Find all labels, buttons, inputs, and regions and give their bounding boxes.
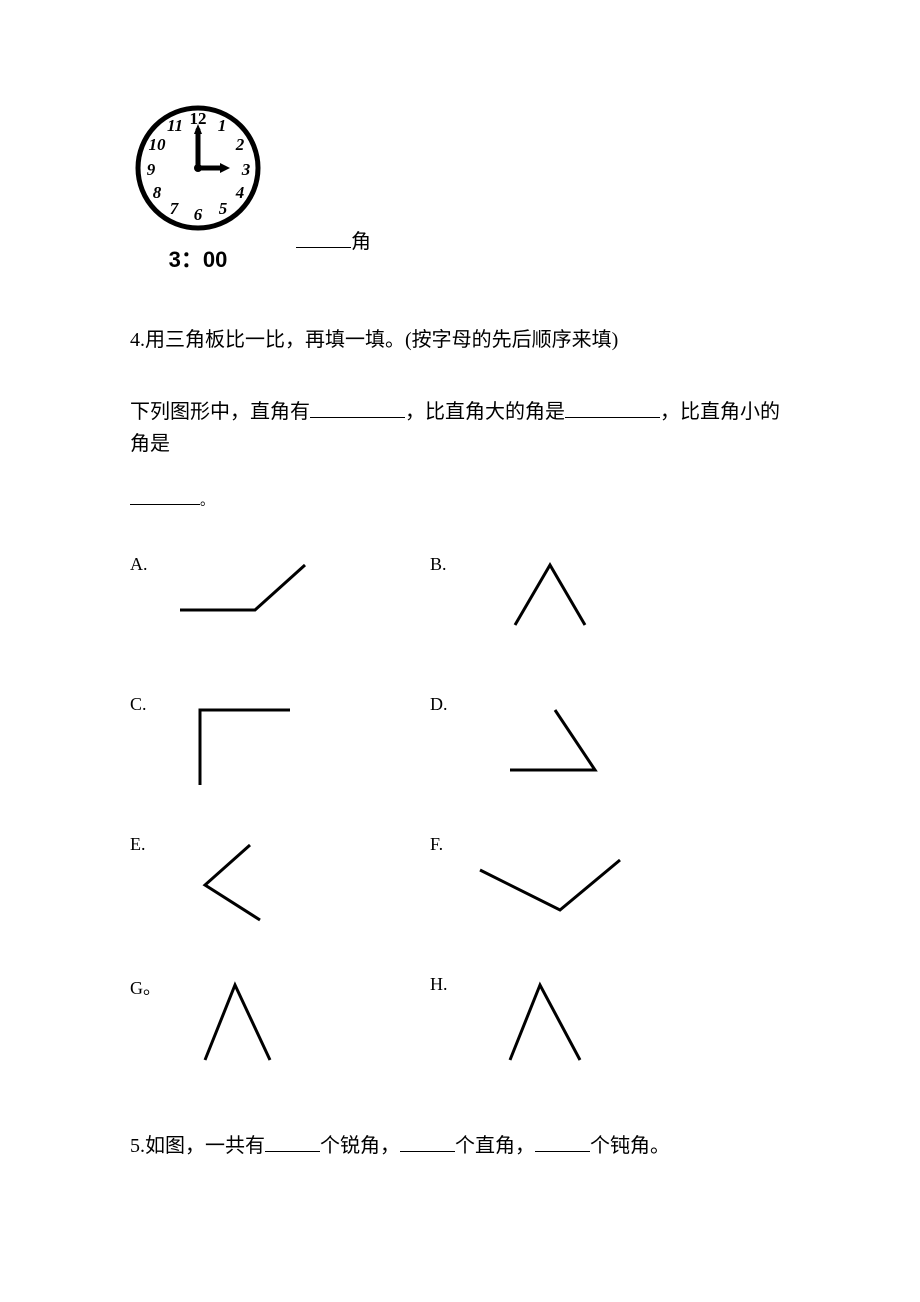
q4-blank-acute[interactable] <box>130 491 200 505</box>
angle-label-a: A. <box>130 550 160 575</box>
angle-label-e: E. <box>130 830 160 855</box>
angle-label-f: F. <box>430 830 460 855</box>
q5-mid3: 个钝角。 <box>590 1135 670 1157</box>
q4-part1: 下列图形中，直角有 <box>130 401 310 423</box>
angle-svg-e <box>160 830 330 940</box>
angle-svg-a <box>160 550 330 660</box>
clock-num-3: 3 <box>241 160 251 179</box>
angle-shape-f <box>480 860 620 910</box>
angle-label-d: D. <box>430 690 460 715</box>
clock-num-5: 5 <box>219 199 228 218</box>
q4-part2: ，比直角大的角是 <box>405 401 565 423</box>
angle-cell-h: H. <box>430 970 730 1100</box>
q4-tail-punct: 。 <box>200 494 214 509</box>
q5-blank-right[interactable] <box>400 1134 455 1152</box>
clock-num-4: 4 <box>235 183 245 202</box>
clock-num-6: 6 <box>194 205 203 224</box>
clock-face-svg: 12 1 2 3 4 5 6 7 8 9 10 11 <box>130 100 266 236</box>
angle-svg-f <box>460 830 630 940</box>
clock-num-9: 9 <box>147 160 156 179</box>
angle-label-h: H. <box>430 970 460 995</box>
angle-cell-f: F. <box>430 830 730 960</box>
angle-cell-e: E. <box>130 830 430 960</box>
angle-shape-c <box>200 710 290 785</box>
angle-shape-h <box>510 985 580 1060</box>
angle-label-g: G。 <box>130 970 160 1000</box>
clock-time-label: 3：00 <box>169 242 228 274</box>
angle-label-c: C. <box>130 690 160 715</box>
angle-label-b: B. <box>430 550 460 575</box>
angle-shape-g <box>205 985 270 1060</box>
q5-prefix: 5.如图，一共有 <box>130 1135 265 1157</box>
angle-shape-a <box>180 565 305 610</box>
clock-num-2: 2 <box>235 135 245 154</box>
q4-blank-obtuse[interactable] <box>565 400 660 418</box>
blank-angle-type[interactable] <box>296 230 351 248</box>
q4-angle-grid: A. B. C. D. E. F. G。 <box>130 550 790 1100</box>
angle-svg-c <box>160 690 330 800</box>
clock-num-8: 8 <box>153 183 162 202</box>
clock-block: 12 1 2 3 4 5 6 7 8 9 10 11 3：00 <box>130 100 266 274</box>
clock-num-1: 1 <box>218 116 227 135</box>
angle-cell-c: C. <box>130 690 430 820</box>
q5-mid2: 个直角， <box>455 1135 535 1157</box>
angle-shape-d <box>510 710 595 770</box>
angle-svg-b <box>460 550 630 660</box>
q5-line: 5.如图，一共有 个锐角， 个直角， 个钝角。 <box>130 1130 790 1162</box>
q4-tail-line: 。 <box>130 490 790 510</box>
q5-blank-acute[interactable] <box>265 1134 320 1152</box>
angle-cell-a: A. <box>130 550 430 680</box>
angle-shape-e <box>205 845 260 920</box>
q5-blank-obtuse[interactable] <box>535 1134 590 1152</box>
angle-fill-prompt: 角 <box>296 225 371 254</box>
suffix-jiao: 角 <box>351 231 371 253</box>
clock-center-dot <box>194 164 202 172</box>
angle-svg-g <box>160 970 330 1080</box>
angle-cell-d: D. <box>430 690 730 820</box>
angle-svg-d <box>460 690 630 800</box>
angle-cell-g: G。 <box>130 970 430 1100</box>
angle-cell-b: B. <box>430 550 730 680</box>
q4-fill-line: 下列图形中，直角有，比直角大的角是，比直角小的角是 <box>130 396 790 460</box>
q4-blank-right[interactable] <box>310 400 405 418</box>
clock-num-10: 10 <box>149 135 167 154</box>
clock-question-row: 12 1 2 3 4 5 6 7 8 9 10 11 3：00 角 <box>130 100 790 274</box>
clock-num-11: 11 <box>167 116 183 135</box>
q4-title: 4.用三角板比一比，再填一填。(按字母的先后顺序来填) <box>130 324 790 356</box>
q5-mid1: 个锐角， <box>320 1135 400 1157</box>
angle-shape-b <box>515 565 585 625</box>
angle-svg-h <box>460 970 630 1080</box>
